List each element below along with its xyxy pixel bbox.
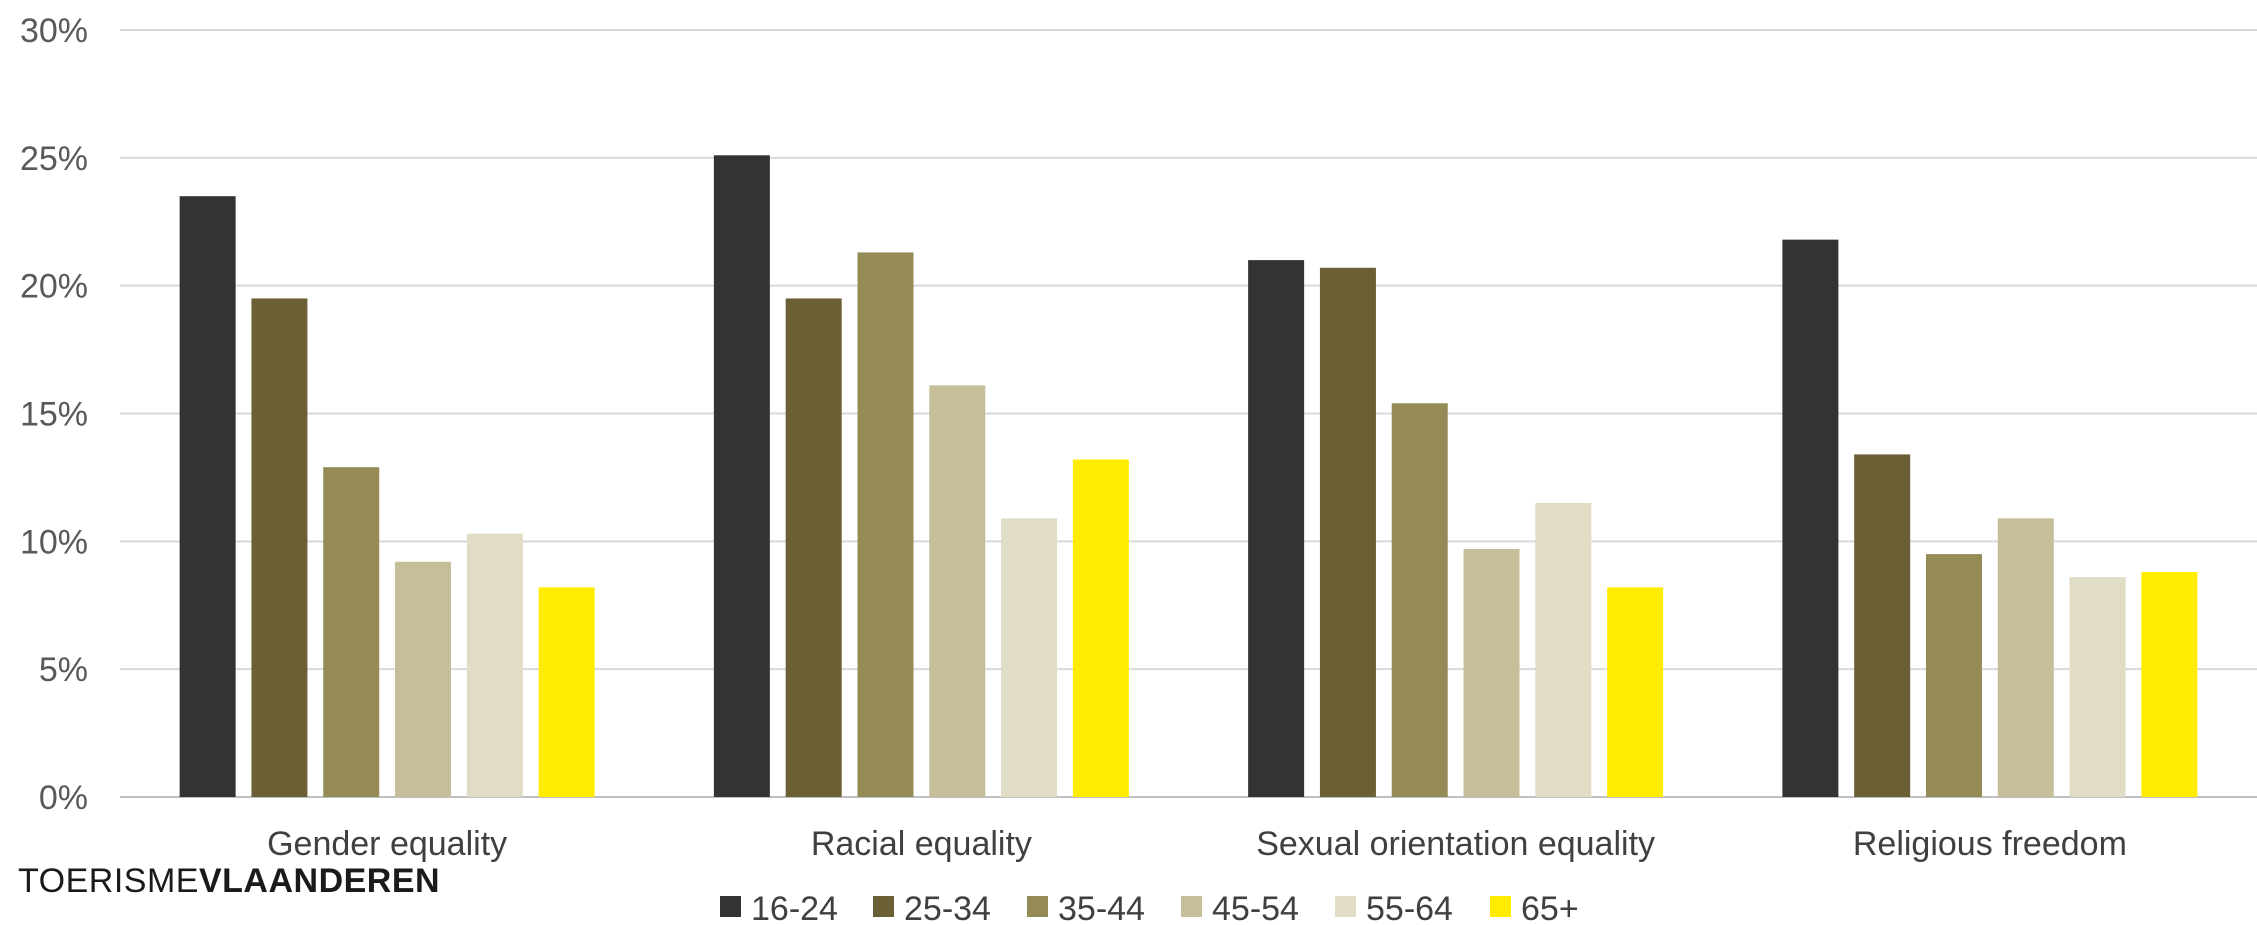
bars bbox=[179, 155, 2198, 798]
x-category-label: Racial equality bbox=[811, 825, 1032, 863]
bar bbox=[1854, 454, 1911, 797]
legend-swatch bbox=[1335, 896, 1356, 917]
bar bbox=[2141, 572, 2198, 797]
bar bbox=[785, 298, 842, 797]
bar bbox=[323, 467, 380, 797]
legend-label: 65+ bbox=[1521, 890, 1579, 925]
legend-label: 35-44 bbox=[1058, 890, 1145, 925]
y-tick-label: 5% bbox=[39, 651, 88, 689]
x-category-label: Sexual orientation equality bbox=[1256, 825, 1655, 863]
x-category-label: Religious freedom bbox=[1853, 825, 2127, 863]
bar bbox=[1391, 403, 1448, 797]
bar bbox=[1925, 554, 1982, 797]
bar bbox=[1248, 260, 1305, 798]
bar bbox=[713, 155, 770, 797]
bar bbox=[857, 252, 914, 797]
y-tick-label: 25% bbox=[20, 140, 88, 178]
logo-text-toerisme: TOERISME bbox=[18, 862, 199, 900]
bar bbox=[1072, 459, 1129, 797]
bar bbox=[251, 298, 308, 797]
legend-swatch bbox=[1181, 896, 1202, 917]
bar bbox=[1607, 587, 1664, 797]
legend-label: 55-64 bbox=[1366, 890, 1453, 925]
legend-swatch bbox=[720, 896, 741, 917]
legend-swatch bbox=[1490, 896, 1511, 917]
y-tick-label: 20% bbox=[20, 268, 88, 306]
bar bbox=[395, 561, 452, 797]
bar bbox=[538, 587, 595, 797]
bar bbox=[1997, 518, 2054, 797]
y-tick-label: 10% bbox=[20, 523, 88, 561]
legend-label: 16-24 bbox=[751, 890, 838, 925]
legend-swatch bbox=[1027, 896, 1048, 917]
legend-swatch bbox=[873, 896, 894, 917]
bar bbox=[1463, 549, 1520, 797]
y-axis-ticks: 0% 5% 10% 15% 20% 25% 30% bbox=[20, 12, 88, 817]
legend: 16-24 25-34 35-44 45-54 55-64 65+ bbox=[720, 890, 1579, 925]
legend-label: 25-34 bbox=[904, 890, 991, 925]
bar bbox=[466, 533, 523, 797]
bar bbox=[1001, 518, 1058, 797]
bar bbox=[1782, 239, 1839, 797]
bar bbox=[2069, 577, 2126, 797]
y-tick-label: 30% bbox=[20, 12, 88, 50]
bar bbox=[1535, 502, 1592, 797]
toerisme-vlaanderen-logo: TOERISMEVLAANDEREN bbox=[18, 862, 440, 901]
bar bbox=[1319, 267, 1376, 797]
x-category-label: Gender equality bbox=[267, 825, 507, 863]
y-tick-label: 15% bbox=[20, 396, 88, 434]
y-tick-label: 0% bbox=[39, 779, 88, 817]
bar bbox=[179, 196, 236, 797]
logo-text-vlaanderen: VLAANDEREN bbox=[198, 862, 441, 900]
bar bbox=[929, 385, 986, 797]
x-axis-categories: Gender equality Racial equality Sexual ori… bbox=[267, 825, 2127, 863]
legend-label: 45-54 bbox=[1212, 890, 1299, 925]
